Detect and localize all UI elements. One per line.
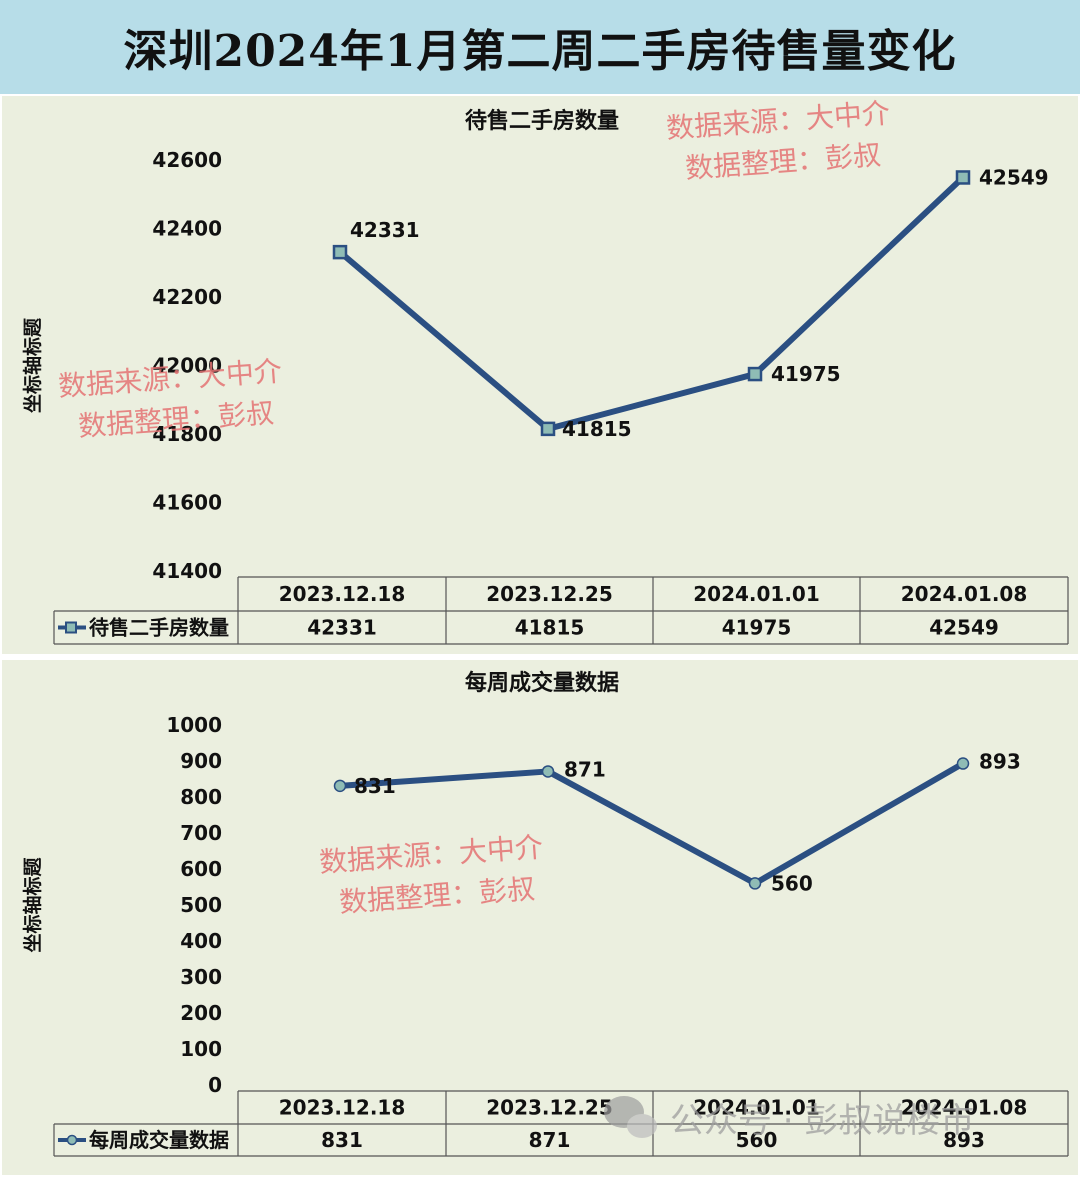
page-title: 深圳2024年1月第二周二手房待售量变化	[123, 26, 957, 77]
chart1-y-tick: 42000	[152, 354, 222, 378]
chart1-data-label: 41815	[562, 417, 632, 441]
chart2-category-label: 2023.12.18	[279, 1096, 406, 1120]
chart2-y-tick: 0	[208, 1073, 222, 1097]
chart1-y-tick: 41800	[152, 422, 222, 446]
chart2-y-tick: 600	[180, 857, 222, 881]
chart2-y-tick: 100	[180, 1037, 222, 1061]
chart2-y-tick: 400	[180, 929, 222, 953]
chart2-table-value: 871	[529, 1128, 571, 1152]
chart1-title: 待售二手房数量	[465, 108, 619, 134]
chart1-y-tick: 41600	[152, 491, 222, 515]
chart1-point	[332, 244, 348, 260]
chart2-series-line	[337, 760, 966, 887]
chart2-y-tick: 900	[180, 749, 222, 773]
chart1-y-axis-title: 坐标轴标题	[21, 318, 44, 413]
chart1-watermark-source: 数据来源：大中介	[57, 354, 283, 403]
chart1-data-label: 42549	[979, 165, 1049, 189]
chart1-y-tick: 42400	[152, 217, 222, 241]
chart2-legend-marker	[66, 1134, 78, 1146]
chart1-series-line	[337, 174, 966, 432]
chart2-table-value: 831	[321, 1128, 363, 1152]
chart1-point	[955, 170, 971, 185]
wechat-bubble-small	[627, 1114, 657, 1138]
chart-panel-listings: 待售二手房数量 坐标轴标题 41400 41600 41800 42000 42200 424…	[2, 96, 1078, 654]
listings-chart: 待售二手房数量坐标轴标题4140041600418004200042200424…	[21, 96, 1069, 645]
chart2-category-label: 2024.01.01	[693, 1096, 820, 1120]
chart2-data-label: 893	[979, 750, 1021, 774]
chart2-data-label: 831	[354, 774, 396, 798]
chart1-y-tick: 42200	[152, 285, 222, 309]
chart1-table-value: 42331	[307, 616, 377, 640]
chart2-legend-label: 每周成交量数据	[89, 1128, 229, 1152]
chart1-y-tick: 41400	[152, 559, 222, 583]
chart2-table-value: 893	[943, 1128, 985, 1152]
chart1-point	[747, 366, 763, 382]
title-banner: 深圳2024年1月第二周二手房待售量变化	[0, 0, 1080, 94]
chart2-category-label: 2024.01.08	[901, 1096, 1028, 1120]
chart2-watermark-source: 数据来源：大中介	[318, 830, 544, 879]
account-watermark: 公众号 · 彭叔说楼市	[670, 1101, 974, 1141]
transactions-chart: 每周成交量数据坐标轴标题0100200300400500600700800900…	[21, 670, 1069, 1157]
chart2-y-tick: 800	[180, 785, 222, 809]
chart2-data-label: 560	[771, 871, 813, 895]
chart2-point	[541, 765, 555, 778]
chart1-table-value: 41975	[722, 616, 792, 640]
chart1-legend-marker	[65, 621, 77, 634]
chart2-y-tick: 300	[180, 965, 222, 989]
chart1-category-label: 2024.01.08	[901, 582, 1028, 606]
chart1-y-tick: 42600	[152, 148, 222, 172]
chart2-table-value: 560	[736, 1128, 778, 1152]
chart1-data-label: 42331	[350, 218, 420, 242]
chart2-point	[748, 877, 762, 890]
chart-panel-transactions: 每周成交量数据 坐标轴标题 0 100 200 300 400 500 600 700 800 900…	[2, 660, 1078, 1175]
wechat-icon	[604, 1096, 657, 1138]
chart2-watermark-editor: 数据整理：彭叔	[338, 872, 536, 919]
chart2-title: 每周成交量数据	[465, 670, 619, 696]
chart2-y-tick: 200	[180, 1001, 222, 1025]
chart1-watermark-editor-2: 数据整理：彭叔	[684, 138, 882, 185]
chart1-table-value: 41815	[515, 616, 585, 640]
chart2-y-tick: 700	[180, 821, 222, 845]
chart1-watermark-editor: 数据整理：彭叔	[77, 396, 275, 443]
chart2-point	[333, 779, 347, 793]
chart2-y-tick: 1000	[166, 713, 222, 737]
chart1-category-label: 2023.12.18	[279, 582, 406, 606]
chart2-data-table: 2023.12.18 831 2023.12.25 871 2024.01.01 560 2…	[53, 1090, 1069, 1157]
chart1-point	[540, 421, 556, 437]
chart2-point	[956, 757, 970, 770]
chart2-y-tick: 500	[180, 893, 222, 917]
chart1-category-label: 2024.01.01	[693, 582, 820, 606]
chart1-table-value: 42549	[929, 616, 999, 640]
chart1-category-label: 2023.12.25	[486, 582, 613, 606]
chart2-data-label: 871	[564, 757, 606, 781]
chart1-data-label: 41975	[771, 362, 841, 386]
chart1-watermark-source-2: 数据来源：大中介	[665, 96, 891, 145]
chart1-data-table: 2023.12.18 42331 2023.12.25 41815 2024.01.01…	[53, 576, 1069, 645]
chart2-y-axis-title: 坐标轴标题	[21, 857, 44, 952]
chart2-category-label: 2023.12.25	[486, 1096, 613, 1120]
chart1-legend-label: 待售二手房数量	[89, 616, 229, 640]
